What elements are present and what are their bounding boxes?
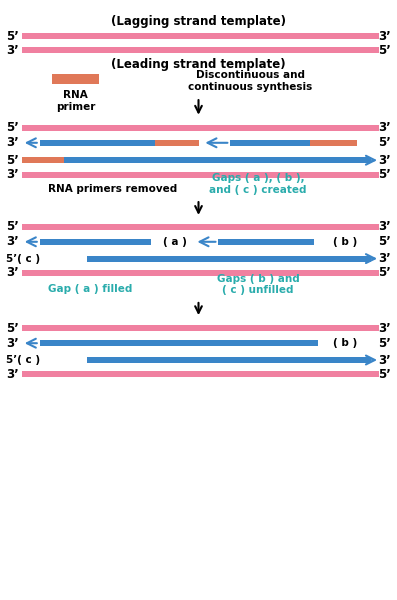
Text: Gaps ( a ), ( b ),
and ( c ) created: Gaps ( a ), ( b ), and ( c ) created [209, 173, 307, 195]
Bar [22, 270, 379, 276]
Bar [22, 33, 379, 39]
Text: 5’: 5’ [6, 220, 19, 233]
Text: 3’: 3’ [378, 252, 391, 265]
Text: Gaps ( b ) and
( c ) unfilled: Gaps ( b ) and ( c ) unfilled [217, 274, 299, 295]
Text: (Leading strand template): (Leading strand template) [111, 58, 286, 71]
Text: RNA
primer: RNA primer [56, 90, 95, 112]
Text: 3’: 3’ [6, 168, 19, 181]
Text: Gap ( a ) filled: Gap ( a ) filled [48, 284, 132, 294]
Text: 3’: 3’ [378, 154, 391, 167]
Text: 5’: 5’ [378, 44, 391, 57]
Bar [22, 125, 379, 131]
Text: 3’: 3’ [378, 29, 391, 43]
Text: ( a ): ( a ) [163, 237, 187, 247]
Bar [22, 371, 379, 377]
Bar [40, 140, 155, 146]
Text: (Lagging strand template): (Lagging strand template) [111, 14, 286, 28]
Text: 3’: 3’ [6, 266, 19, 280]
Bar [40, 239, 151, 245]
Text: 5’: 5’ [6, 121, 19, 134]
Bar [64, 157, 371, 163]
Text: 5’: 5’ [378, 235, 391, 248]
Bar [87, 256, 371, 262]
Text: 3’: 3’ [6, 337, 19, 350]
Bar [22, 172, 379, 178]
Text: 5’: 5’ [6, 322, 19, 335]
Bar [87, 357, 371, 363]
Text: 3’: 3’ [6, 44, 19, 57]
Text: RNA primers removed: RNA primers removed [48, 184, 177, 194]
Text: 5’: 5’ [378, 168, 391, 181]
Bar [218, 239, 314, 245]
Text: 3’: 3’ [378, 322, 391, 335]
Text: 5’( c ): 5’( c ) [6, 355, 40, 365]
Text: 5’: 5’ [378, 368, 391, 381]
Text: 3’: 3’ [6, 235, 19, 248]
Text: 3’: 3’ [378, 121, 391, 134]
Text: 5’: 5’ [378, 136, 391, 149]
Bar [40, 340, 318, 346]
Text: 5’: 5’ [378, 266, 391, 280]
Bar [52, 74, 99, 84]
Text: 5’: 5’ [6, 154, 19, 167]
Text: 5’: 5’ [378, 337, 391, 350]
Text: 5’: 5’ [6, 29, 19, 43]
Bar [155, 140, 198, 146]
Text: Discontinuous and
continuous synthesis: Discontinuous and continuous synthesis [188, 70, 312, 92]
Bar [230, 140, 310, 146]
Bar [22, 325, 379, 331]
Text: 3’: 3’ [6, 136, 19, 149]
Text: 3’: 3’ [378, 220, 391, 233]
Bar [22, 157, 64, 163]
Text: 3’: 3’ [378, 353, 391, 367]
Bar [22, 224, 379, 230]
Text: ( b ): ( b ) [333, 237, 358, 247]
Bar [310, 140, 357, 146]
Text: 3’: 3’ [6, 368, 19, 381]
Text: 5’( c ): 5’( c ) [6, 254, 40, 263]
Text: ( b ): ( b ) [333, 338, 358, 348]
Bar [22, 47, 379, 53]
